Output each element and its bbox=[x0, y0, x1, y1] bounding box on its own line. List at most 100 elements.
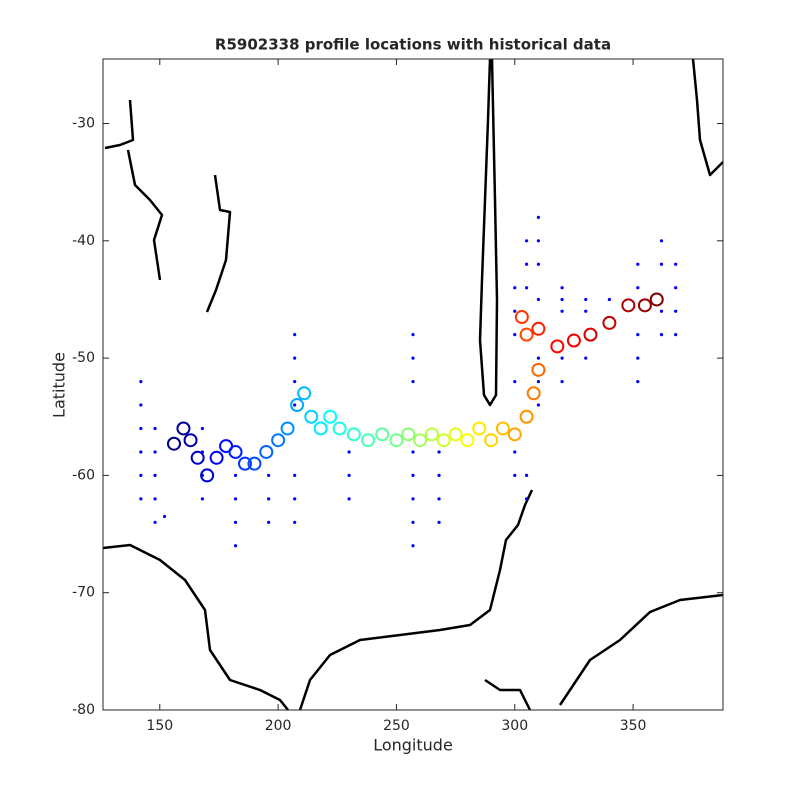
historical-point bbox=[536, 403, 541, 407]
historical-point bbox=[233, 497, 238, 501]
profile-point bbox=[637, 298, 652, 313]
historical-point bbox=[293, 473, 297, 478]
profile-point bbox=[401, 427, 416, 442]
historical-point bbox=[513, 450, 517, 454]
x-tick-label: 200 bbox=[265, 718, 292, 734]
profile-point bbox=[375, 427, 390, 442]
historical-point bbox=[139, 497, 143, 501]
historical-point bbox=[347, 450, 351, 454]
historical-point bbox=[659, 239, 664, 243]
historical-point bbox=[293, 403, 297, 407]
historical-point bbox=[267, 520, 271, 524]
historical-point bbox=[636, 356, 640, 360]
y-axis-label: Latitude bbox=[50, 352, 69, 418]
historical-point bbox=[674, 286, 678, 290]
profile-point bbox=[602, 315, 617, 330]
profile-point bbox=[237, 456, 252, 471]
historical-point bbox=[584, 356, 588, 360]
historical-point bbox=[293, 379, 297, 384]
historical-point bbox=[584, 309, 588, 313]
historical-point bbox=[293, 497, 297, 501]
profile-point bbox=[183, 433, 198, 448]
historical-point bbox=[524, 286, 529, 290]
chart-title: R5902338 profile locations with historic… bbox=[215, 36, 611, 54]
historical-point bbox=[411, 333, 415, 337]
historical-point bbox=[524, 239, 529, 243]
profile-point bbox=[460, 433, 475, 448]
x-axis-label: Longitude bbox=[373, 736, 453, 755]
coastline bbox=[558, 593, 724, 706]
y-tick-label: -60 bbox=[72, 467, 95, 483]
profile-point bbox=[436, 433, 451, 448]
profile-point bbox=[519, 327, 534, 342]
y-tick-label: -40 bbox=[72, 233, 95, 249]
profile-point bbox=[361, 433, 376, 448]
historical-point bbox=[607, 297, 612, 302]
historical-point bbox=[536, 239, 541, 243]
historical-point bbox=[674, 262, 678, 266]
historical-point bbox=[524, 262, 529, 266]
y-tick-label: -50 bbox=[72, 350, 95, 366]
profile-point bbox=[531, 362, 546, 377]
historical-point bbox=[293, 356, 297, 360]
profile-point bbox=[583, 327, 598, 342]
historical-point bbox=[513, 473, 517, 478]
coastlines bbox=[102, 58, 724, 711]
profile-point bbox=[649, 292, 664, 307]
x-tick-label: 250 bbox=[383, 718, 410, 734]
profile-point bbox=[332, 421, 347, 436]
profile-point bbox=[507, 427, 522, 442]
profile-point bbox=[200, 468, 215, 483]
historical-point bbox=[437, 450, 441, 454]
historical-point bbox=[347, 497, 351, 501]
historical-point bbox=[674, 333, 678, 337]
profile-point bbox=[531, 321, 546, 336]
historical-point bbox=[560, 356, 564, 360]
profile-point bbox=[550, 339, 565, 354]
axes-box bbox=[102, 58, 724, 711]
historical-point bbox=[139, 426, 143, 431]
historical-point bbox=[411, 473, 415, 478]
historical-point bbox=[659, 262, 664, 266]
historical-point bbox=[162, 514, 167, 519]
y-tick-label: -80 bbox=[72, 702, 95, 718]
profile-point bbox=[323, 409, 338, 424]
historical-point bbox=[153, 473, 157, 478]
historical-point bbox=[139, 450, 143, 454]
historical-point bbox=[536, 356, 541, 360]
historical-point bbox=[536, 262, 541, 266]
historical-point bbox=[636, 286, 640, 290]
historical-point bbox=[233, 473, 238, 478]
historical-point bbox=[139, 473, 143, 478]
profile-point bbox=[166, 436, 181, 451]
historical-point bbox=[560, 297, 564, 302]
profile-point bbox=[290, 398, 305, 413]
coastline bbox=[104, 99, 164, 281]
historical-point bbox=[536, 215, 541, 219]
historical-point bbox=[233, 544, 238, 548]
historical-point bbox=[267, 497, 271, 501]
x-tick-label: 350 bbox=[620, 718, 647, 734]
historical-point bbox=[267, 473, 271, 478]
historical-point bbox=[233, 520, 238, 524]
historical-point bbox=[659, 309, 664, 313]
historical-point bbox=[437, 497, 441, 501]
historical-point bbox=[536, 297, 541, 302]
historical-point bbox=[437, 520, 441, 524]
coastline bbox=[102, 543, 289, 711]
y-tick-label: -70 bbox=[72, 585, 95, 601]
profile-point bbox=[176, 421, 191, 436]
y-tick-label: -30 bbox=[72, 116, 95, 132]
profile-point bbox=[519, 409, 534, 424]
coastline bbox=[478, 58, 499, 407]
historical-point bbox=[524, 473, 529, 478]
coastline bbox=[205, 174, 232, 313]
historical-point bbox=[524, 497, 529, 501]
historical-point bbox=[513, 286, 517, 290]
profile-point bbox=[514, 310, 529, 325]
profile-point bbox=[484, 433, 499, 448]
historical-point bbox=[153, 520, 157, 524]
historical-point bbox=[153, 450, 157, 454]
historical-point bbox=[659, 333, 664, 337]
